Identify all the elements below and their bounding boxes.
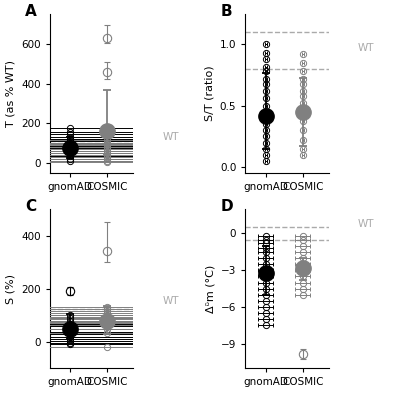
Text: B: B [220, 4, 232, 19]
Y-axis label: Δᵟm (°C): Δᵟm (°C) [205, 264, 215, 313]
Text: A: A [25, 4, 36, 19]
Text: D: D [220, 199, 233, 214]
Text: WT: WT [358, 219, 374, 229]
Text: C: C [25, 199, 36, 214]
Y-axis label: S (%): S (%) [6, 274, 16, 304]
Y-axis label: S/T (ratio): S/T (ratio) [204, 66, 214, 121]
Y-axis label: T (as % WT): T (as % WT) [6, 60, 16, 127]
Text: WT: WT [358, 43, 374, 53]
Text: WT: WT [162, 132, 179, 142]
Text: WT: WT [162, 296, 179, 306]
